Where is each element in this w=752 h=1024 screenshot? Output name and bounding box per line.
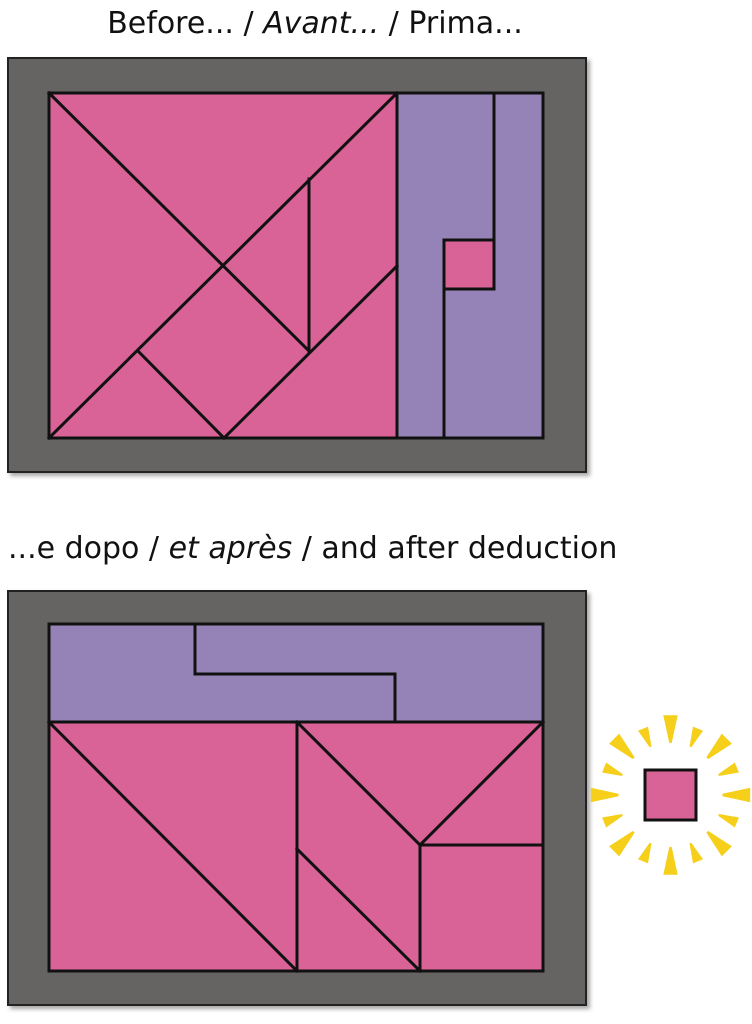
after-piece-lines bbox=[46, 622, 546, 974]
after-caption-fr: et après bbox=[168, 531, 293, 566]
sparkle-ray bbox=[609, 733, 635, 760]
before-caption: Before... / Avant... / Prima... bbox=[0, 6, 691, 41]
before-caption-it: / Prima... bbox=[379, 6, 523, 41]
before-center-square bbox=[444, 240, 494, 289]
sparkle-ray bbox=[706, 830, 732, 857]
after-frame bbox=[7, 590, 587, 1006]
sparkle-ray bbox=[602, 762, 623, 776]
after-caption-it: ...e dopo / bbox=[8, 531, 169, 566]
sparkle-ray bbox=[663, 847, 678, 875]
after-caption-en: / and after deduction bbox=[292, 531, 618, 566]
sparkle-ray bbox=[609, 830, 635, 857]
sparkle-ray bbox=[602, 814, 623, 828]
sparkle-ray bbox=[718, 814, 739, 828]
sparkle-ray bbox=[638, 726, 652, 748]
sparkle-ray bbox=[722, 787, 751, 803]
sparkle-ray bbox=[638, 842, 652, 864]
before-frame bbox=[7, 57, 587, 473]
pink-square-icon bbox=[643, 768, 698, 822]
sparkle-ray bbox=[663, 715, 678, 743]
sunburst-icon bbox=[590, 715, 751, 875]
before-caption-en: Before... / bbox=[107, 6, 264, 41]
sparkle-ray bbox=[706, 733, 732, 760]
sparkle-ray bbox=[590, 787, 619, 803]
sparkle-ray bbox=[689, 726, 703, 748]
before-piece-lines bbox=[46, 90, 545, 441]
after-caption: ...e dopo / et après / and after deducti… bbox=[8, 531, 617, 566]
sparkle-ray bbox=[689, 842, 703, 864]
sparkle-ray bbox=[718, 762, 739, 776]
before-caption-fr: Avant... bbox=[263, 6, 380, 41]
